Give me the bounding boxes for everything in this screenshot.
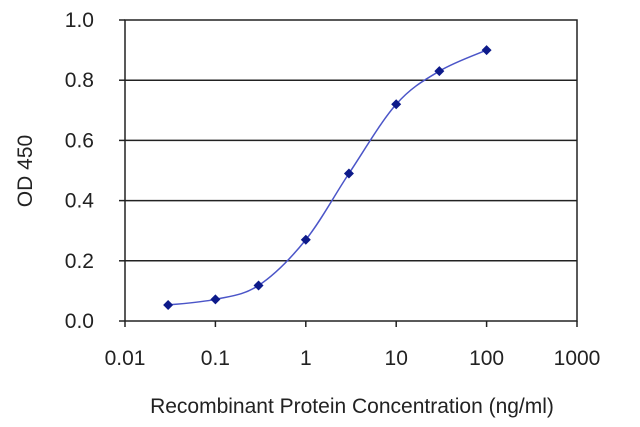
data-point <box>481 45 492 56</box>
plot-frame <box>124 19 578 322</box>
x-axis: 0.01 0.1 1 10 100 1000 <box>105 321 601 370</box>
x-tick-label: 1000 <box>554 347 601 370</box>
data-point <box>210 294 221 305</box>
data-markers <box>163 45 492 311</box>
data-point <box>434 66 445 77</box>
x-tick-label: 0.1 <box>201 347 230 370</box>
x-tick-label: 100 <box>469 347 504 370</box>
series-line <box>168 49 487 306</box>
data-point <box>391 99 402 110</box>
y-tick-label: 0.6 <box>65 129 94 152</box>
gridlines <box>125 79 577 262</box>
x-tick-label: 0.01 <box>105 347 146 370</box>
y-tick-label: 1.0 <box>65 9 94 32</box>
x-axis-label: Recombinant Protein Concentration (ng/ml… <box>150 395 554 418</box>
y-tick-label: 0.0 <box>65 310 94 333</box>
data-point <box>253 280 264 291</box>
y-tick-label: 0.8 <box>65 69 94 92</box>
y-axis: 0.0 0.2 0.4 0.6 0.8 1.0 <box>65 9 125 333</box>
y-tick-label: 0.4 <box>65 190 95 213</box>
data-point <box>343 168 354 179</box>
y-tick-label: 0.2 <box>65 250 94 273</box>
y-axis-label: OD 450 <box>14 135 37 207</box>
data-point <box>300 234 311 245</box>
x-tick-label: 10 <box>385 347 408 370</box>
x-tick-label: 1 <box>300 347 312 370</box>
data-point <box>163 300 174 311</box>
